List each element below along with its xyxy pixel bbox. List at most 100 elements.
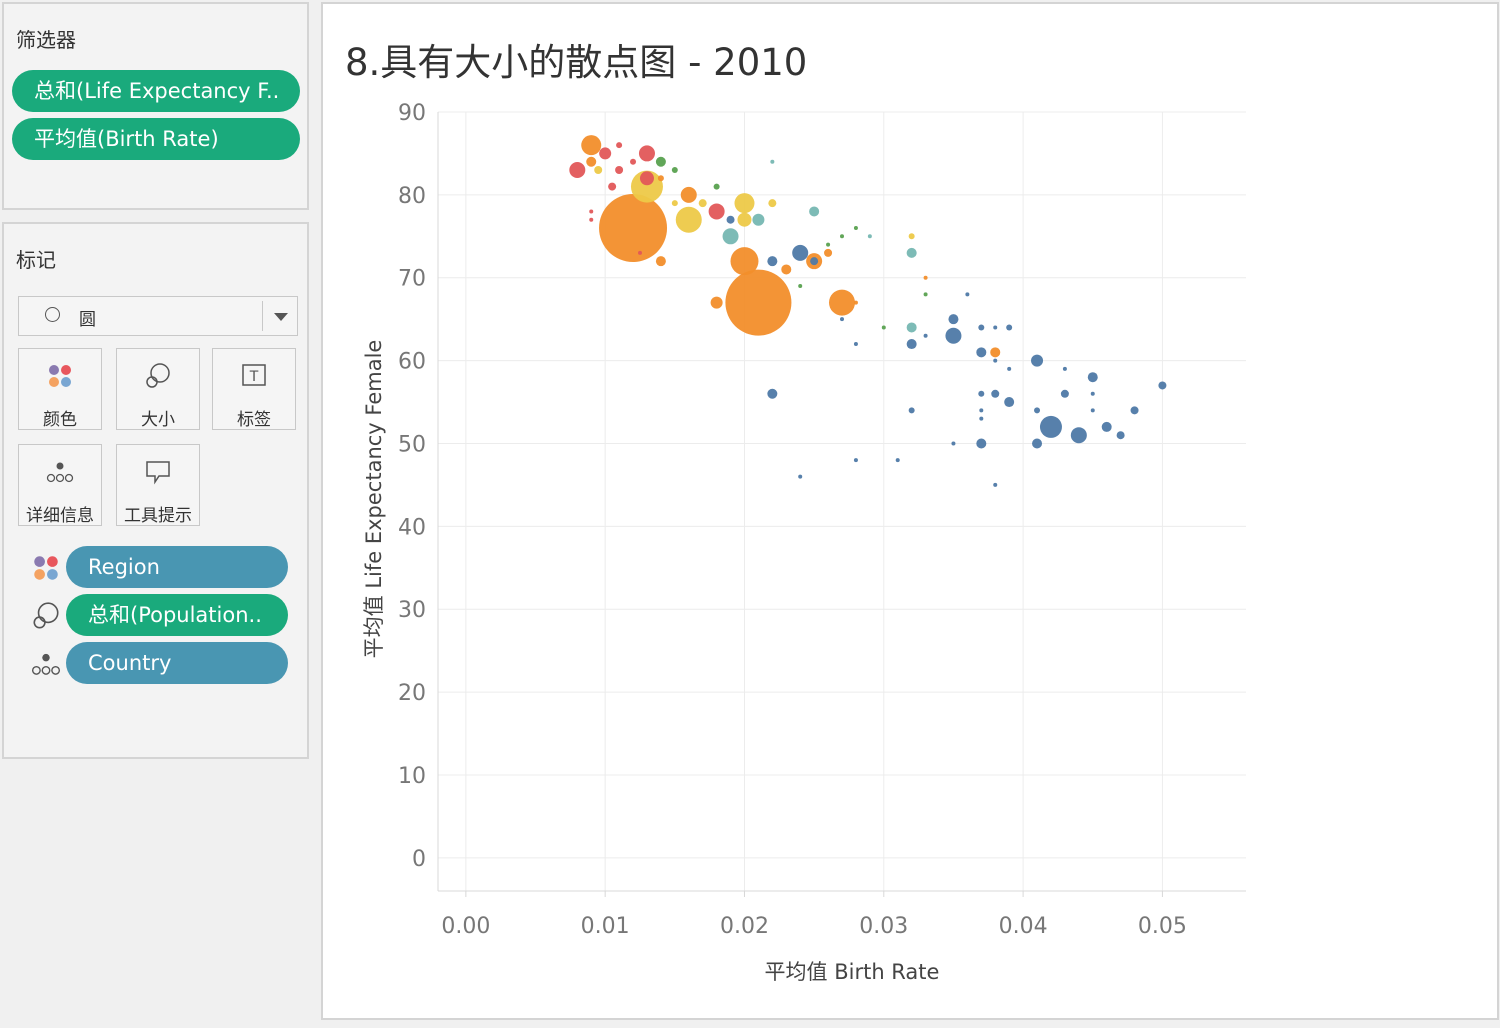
scatter-point[interactable] — [767, 388, 778, 399]
scatter-point[interactable] — [798, 284, 803, 289]
scatter-point[interactable] — [853, 342, 858, 347]
scatter-point[interactable] — [655, 156, 666, 167]
scatter-point[interactable] — [945, 327, 962, 344]
scatter-point[interactable] — [908, 233, 915, 240]
scatter-point[interactable] — [990, 347, 1001, 358]
scatter-point[interactable] — [1004, 397, 1015, 408]
scatter-point[interactable] — [979, 416, 984, 421]
tooltip-card[interactable]: 工具提示 — [116, 444, 200, 526]
scatter-point[interactable] — [976, 438, 987, 449]
scatter-point[interactable] — [722, 228, 739, 245]
scatter-point[interactable] — [615, 166, 624, 175]
scatter-point[interactable] — [725, 269, 792, 336]
encoding-pill-country[interactable]: Country — [66, 642, 288, 684]
scatter-point[interactable] — [1034, 407, 1041, 414]
encoding-pill-population[interactable]: 总和(Population.. — [66, 594, 288, 636]
scatter-point[interactable] — [979, 408, 984, 413]
scatter-point[interactable] — [630, 158, 637, 165]
scatter-point[interactable] — [599, 147, 612, 160]
scatter-point[interactable] — [726, 215, 735, 224]
scatter-point[interactable] — [730, 247, 759, 276]
scatter-point[interactable] — [829, 289, 855, 316]
scatter-point[interactable] — [752, 213, 765, 226]
scatter-point[interactable] — [993, 325, 998, 330]
label-card[interactable]: T 标签 — [212, 348, 296, 430]
scatter-point[interactable] — [1090, 391, 1095, 396]
scatter-point[interactable] — [589, 209, 594, 214]
scatter-point[interactable] — [1039, 415, 1062, 438]
scatter-point[interactable] — [608, 182, 617, 191]
scatter-point[interactable] — [734, 193, 755, 214]
color-card[interactable]: 颜色 — [18, 348, 102, 430]
scatter-point[interactable] — [781, 264, 792, 275]
scatter-point[interactable] — [708, 203, 725, 220]
scatter-point[interactable] — [991, 389, 1000, 398]
scatter-point[interactable] — [569, 162, 586, 179]
scatter-point[interactable] — [680, 186, 697, 203]
scatter-point[interactable] — [594, 166, 603, 175]
scatter-point[interactable] — [853, 300, 858, 305]
scatter-point[interactable] — [923, 275, 928, 280]
scatter-point[interactable] — [923, 333, 928, 338]
scatter-point[interactable] — [1031, 354, 1044, 367]
scatter-point[interactable] — [655, 256, 666, 267]
scatter-point[interactable] — [792, 244, 809, 261]
scatter-chart[interactable]: 0.00 0.01 0.02 0.03 0.04 0.050102030405060708… — [323, 4, 1497, 1018]
scatter-point[interactable] — [675, 206, 702, 233]
scatter-point[interactable] — [978, 324, 985, 331]
scatter-point[interactable] — [853, 226, 858, 231]
scatter-point[interactable] — [770, 159, 775, 164]
encoding-pill-region[interactable]: Region — [66, 546, 288, 588]
scatter-point[interactable] — [639, 171, 654, 186]
detail-card[interactable]: 详细信息 — [18, 444, 102, 526]
scatter-point[interactable] — [948, 314, 959, 325]
scatter-point[interactable] — [1087, 372, 1098, 383]
scatter-point[interactable] — [589, 217, 594, 222]
scatter-point[interactable] — [657, 175, 664, 182]
scatter-point[interactable] — [965, 292, 970, 297]
scatter-point[interactable] — [671, 167, 678, 174]
scatter-point[interactable] — [586, 156, 597, 167]
scatter-point[interactable] — [710, 296, 723, 309]
filter-pill-life-expectancy[interactable]: 总和(Life Expectancy F.. — [12, 70, 300, 112]
scatter-point[interactable] — [581, 135, 602, 156]
scatter-point[interactable] — [908, 407, 915, 414]
scatter-point[interactable] — [1090, 408, 1095, 413]
filter-pill-birth-rate[interactable]: 平均值(Birth Rate) — [12, 118, 300, 160]
scatter-point[interactable] — [840, 317, 844, 322]
scatter-point[interactable] — [951, 441, 956, 446]
scatter-point[interactable] — [599, 194, 668, 263]
mark-type-dropdown[interactable]: 圆 — [18, 296, 298, 336]
scatter-point[interactable] — [826, 242, 831, 247]
scatter-point[interactable] — [768, 199, 777, 208]
scatter-point[interactable] — [798, 474, 803, 479]
scatter-point[interactable] — [638, 145, 655, 162]
scatter-point[interactable] — [1060, 389, 1069, 398]
size-card[interactable]: 大小 — [116, 348, 200, 430]
scatter-point[interactable] — [809, 206, 820, 217]
scatter-point[interactable] — [906, 247, 917, 258]
scatter-point[interactable] — [737, 212, 752, 227]
scatter-point[interactable] — [881, 325, 886, 330]
scatter-point[interactable] — [993, 482, 998, 487]
scatter-point[interactable] — [867, 234, 872, 239]
scatter-point[interactable] — [1116, 431, 1125, 440]
scatter-point[interactable] — [978, 390, 985, 397]
scatter-point[interactable] — [671, 200, 678, 207]
scatter-point[interactable] — [1062, 366, 1067, 371]
scatter-point[interactable] — [906, 339, 917, 350]
scatter-point[interactable] — [1158, 381, 1167, 390]
scatter-point[interactable] — [1006, 324, 1013, 331]
scatter-point[interactable] — [906, 322, 917, 333]
scatter-point[interactable] — [1032, 438, 1043, 449]
scatter-point[interactable] — [1007, 366, 1012, 371]
scatter-point[interactable] — [1130, 406, 1139, 415]
scatter-point[interactable] — [993, 358, 998, 363]
scatter-point[interactable] — [1101, 421, 1112, 432]
scatter-point[interactable] — [630, 170, 663, 203]
scatter-point[interactable] — [810, 257, 819, 266]
scatter-point[interactable] — [895, 458, 900, 463]
scatter-point[interactable] — [698, 199, 707, 208]
scatter-point[interactable] — [824, 248, 833, 257]
scatter-point[interactable] — [616, 142, 623, 149]
